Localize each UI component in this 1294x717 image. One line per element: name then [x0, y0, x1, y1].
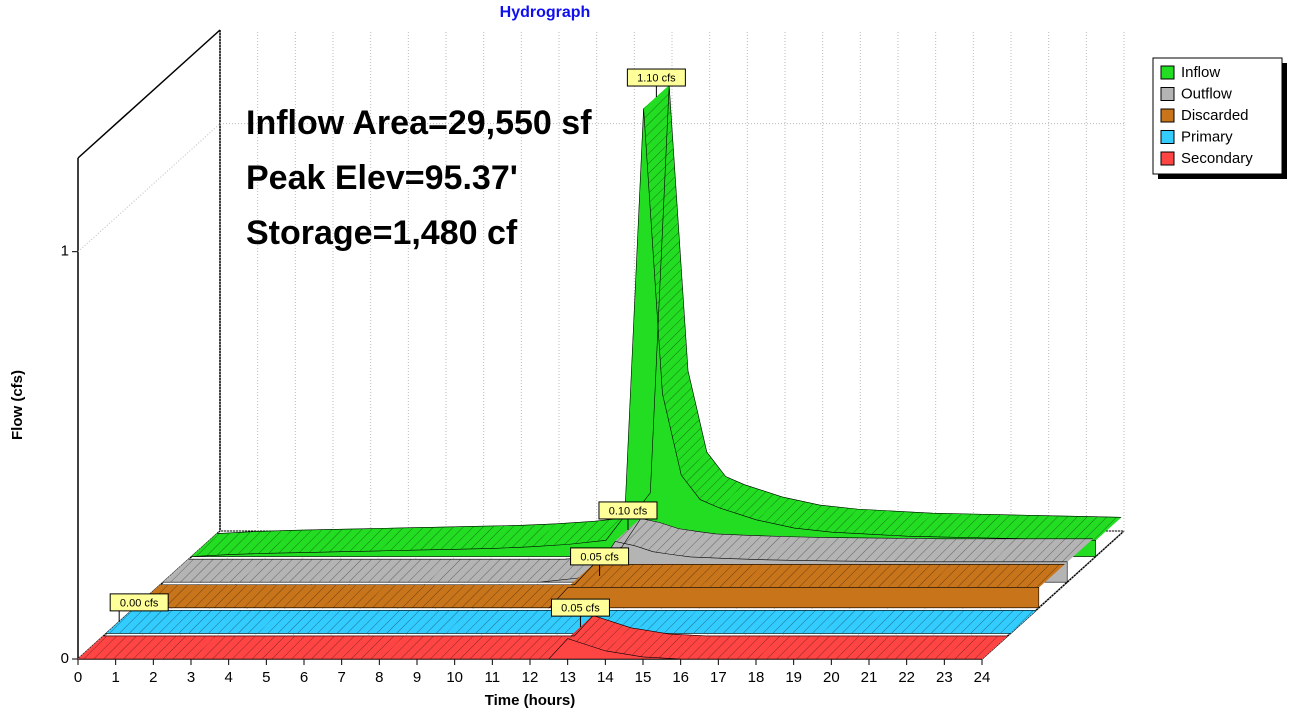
x-tick-label: 14: [597, 669, 614, 686]
x-tick-label: 19: [785, 669, 802, 686]
x-tick-label: 6: [300, 669, 308, 686]
x-tick-label: 9: [413, 669, 421, 686]
annotation: Storage=1,480 cf: [246, 214, 518, 252]
legend-swatch: [1160, 130, 1175, 144]
ribbon-back-edge: [103, 615, 1008, 637]
legend-label: Primary: [1181, 128, 1233, 145]
legend-label: Discarded: [1181, 107, 1249, 124]
annotation: Inflow Area=29,550 sf: [246, 104, 592, 142]
label-box: [550, 598, 610, 617]
label-box: [109, 593, 169, 612]
label-text: 0.00 cfs: [120, 597, 159, 609]
x-axis-label: Time (hours): [485, 692, 576, 709]
x-tick-label: 4: [224, 669, 232, 686]
x-tick-label: 10: [446, 669, 463, 686]
x-tick-label: 1: [111, 669, 119, 686]
label-text: 0.05 cfs: [561, 603, 600, 615]
ribbon-front: [191, 108, 1096, 557]
value-label: 1.10 cfs: [626, 68, 686, 98]
x-tick-label: 5: [262, 669, 270, 686]
value-label: 0.00 cfs: [109, 593, 169, 622]
x-tick-label: 12: [522, 669, 539, 686]
label-text: 0.05 cfs: [580, 551, 619, 563]
legend-swatch: [1160, 151, 1175, 166]
ribbon-back-edge: [217, 85, 1122, 534]
legend-swatch: [1160, 87, 1175, 101]
series-secondary: [77, 615, 1009, 660]
x-tick-label: 20: [823, 669, 840, 686]
label-box: [570, 547, 630, 566]
x-tick-label: 23: [936, 669, 953, 686]
y-axis-label: Flow (cfs): [9, 370, 26, 440]
annotations: Inflow Area=29,550 sf Peak Elev=95.37' Sto…: [246, 104, 592, 252]
x-tick-label: 16: [672, 669, 689, 686]
ribbon-back-edge: [188, 518, 1093, 560]
label-text: 0.10 cfs: [609, 505, 648, 517]
x-tick-label: 2: [149, 669, 157, 686]
axis-edge: [77, 29, 221, 159]
legend-label: Inflow: [1181, 64, 1220, 81]
value-label: 0.05 cfs: [550, 598, 610, 628]
label-text: 1.10 cfs: [637, 72, 676, 84]
x-tick-label: 21: [861, 669, 878, 686]
ribbon-front: [78, 638, 982, 660]
legend-swatch: [1160, 108, 1175, 123]
legend-swatch: [1160, 65, 1175, 80]
x-tick-label: 22: [898, 669, 915, 686]
chart-title: Hydrograph: [500, 4, 591, 21]
x-tick-label: 3: [187, 669, 195, 686]
x-tick-label: 8: [375, 669, 383, 686]
y-tick-label: 1: [61, 243, 69, 260]
label-box: [626, 68, 686, 87]
data-labels: 1.10 cfs 0.10 cfs 0.05 cfs 0.00 cfs 0.05 cfs: [109, 68, 686, 628]
value-label: 0.05 cfs: [570, 547, 630, 576]
x-tick-label: 17: [710, 669, 727, 686]
value-label: 0.10 cfs: [598, 501, 658, 530]
legend-label: Outflow: [1181, 85, 1232, 102]
series-inflow: [190, 84, 1122, 557]
legend: Inflow Outflow Discarded Primary Secondary: [1152, 57, 1287, 179]
annotation: Peak Elev=95.37': [246, 159, 518, 197]
x-tick-label: 24: [974, 669, 991, 686]
x-tick-label: 0: [74, 669, 82, 686]
grid-line: [981, 530, 1125, 660]
x-tick-label: 18: [748, 669, 765, 686]
grid-line: [77, 123, 221, 253]
ribbon-front: [134, 587, 1040, 609]
label-box: [598, 501, 658, 520]
x-tick-label: 13: [559, 669, 576, 686]
x-tick-label: 11: [485, 669, 501, 686]
legend-label: Secondary: [1181, 150, 1253, 167]
series-discarded: [134, 564, 1066, 609]
x-tick-label: 15: [635, 669, 652, 686]
x-tick-label: 7: [337, 669, 345, 686]
y-tick-label: 0: [61, 650, 69, 667]
